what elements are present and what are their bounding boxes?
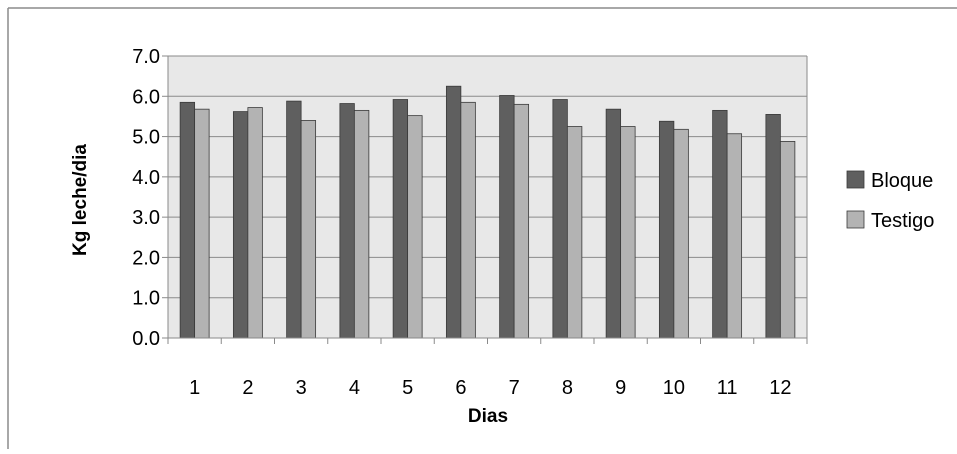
- x-tick-label: 2: [242, 377, 253, 399]
- bar-testigo-3: [300, 120, 317, 339]
- bar-testigo-7: [513, 103, 530, 339]
- x-tick-label: 3: [296, 377, 307, 399]
- x-tick-label: 5: [402, 377, 413, 399]
- bar-testigo-2: [247, 107, 263, 339]
- legend-swatch-bloque: [846, 170, 865, 189]
- x-axis-title: Dias: [468, 406, 508, 427]
- bar-bloque-8: [552, 99, 568, 339]
- x-tick-label: 7: [509, 377, 520, 399]
- x-tick-label: 8: [562, 377, 573, 399]
- bar-bloque-10: [658, 120, 675, 339]
- y-tick-label: 1.0: [132, 288, 160, 310]
- bar-testigo-9: [620, 126, 636, 339]
- bar-bloque-4: [339, 103, 355, 339]
- bar-bloque-3: [286, 100, 302, 339]
- bar-bloque-2: [232, 111, 249, 339]
- bar-bloque-6: [445, 85, 462, 339]
- y-tick-label: 0.0: [132, 328, 160, 350]
- bar-testigo-8: [566, 126, 583, 339]
- x-tick-label: 4: [349, 377, 360, 399]
- x-tick-label: 11: [717, 377, 738, 399]
- y-axis-title: Kg leche/dia: [70, 144, 91, 256]
- gridlines: [162, 55, 807, 339]
- x-tick-label: 12: [769, 377, 791, 399]
- y-tick-label: 5.0: [132, 127, 160, 149]
- y-tick-label: 6.0: [132, 86, 160, 108]
- axes: [167, 56, 808, 344]
- y-tick-labels: 0.0 1.0 2.0 3.0 4.0 5.0 6.0 7.0: [132, 46, 160, 350]
- y-tick-label: 7.0: [132, 46, 160, 68]
- bar-testigo-11: [726, 133, 743, 339]
- x-tick-label: 6: [455, 377, 466, 399]
- bar-bloque-1: [179, 101, 196, 339]
- x-tick-label: 1: [189, 377, 200, 399]
- bar-bloque-12: [765, 114, 781, 339]
- bar-bloque-11: [712, 109, 728, 339]
- y-tick-label: 2.0: [132, 247, 160, 269]
- bar-testigo-1: [194, 108, 210, 339]
- legend-label-testigo: Testigo: [871, 210, 934, 232]
- bar-bloque-5: [392, 99, 409, 339]
- legend: Bloque Testigo: [846, 170, 934, 232]
- x-tick-labels: 1 2 3 4 5 6 7 8 9 10 11 12: [189, 377, 791, 399]
- bar-testigo-4: [353, 109, 370, 339]
- bar-bloque-7: [499, 95, 515, 339]
- bar-testigo-12: [779, 141, 796, 339]
- plot-area: [168, 56, 807, 338]
- y-tick-label: 3.0: [132, 207, 160, 229]
- bar-testigo-5: [407, 115, 423, 339]
- bar-testigo-10: [673, 128, 689, 339]
- legend-label-bloque: Bloque: [871, 170, 933, 192]
- bar-bloque-9: [605, 108, 622, 339]
- bar-testigo-6: [460, 101, 476, 339]
- x-tick-label: 9: [615, 377, 626, 399]
- legend-swatch-testigo: [846, 210, 865, 229]
- y-tick-label: 4.0: [132, 167, 160, 189]
- x-tick-label: 10: [663, 377, 685, 399]
